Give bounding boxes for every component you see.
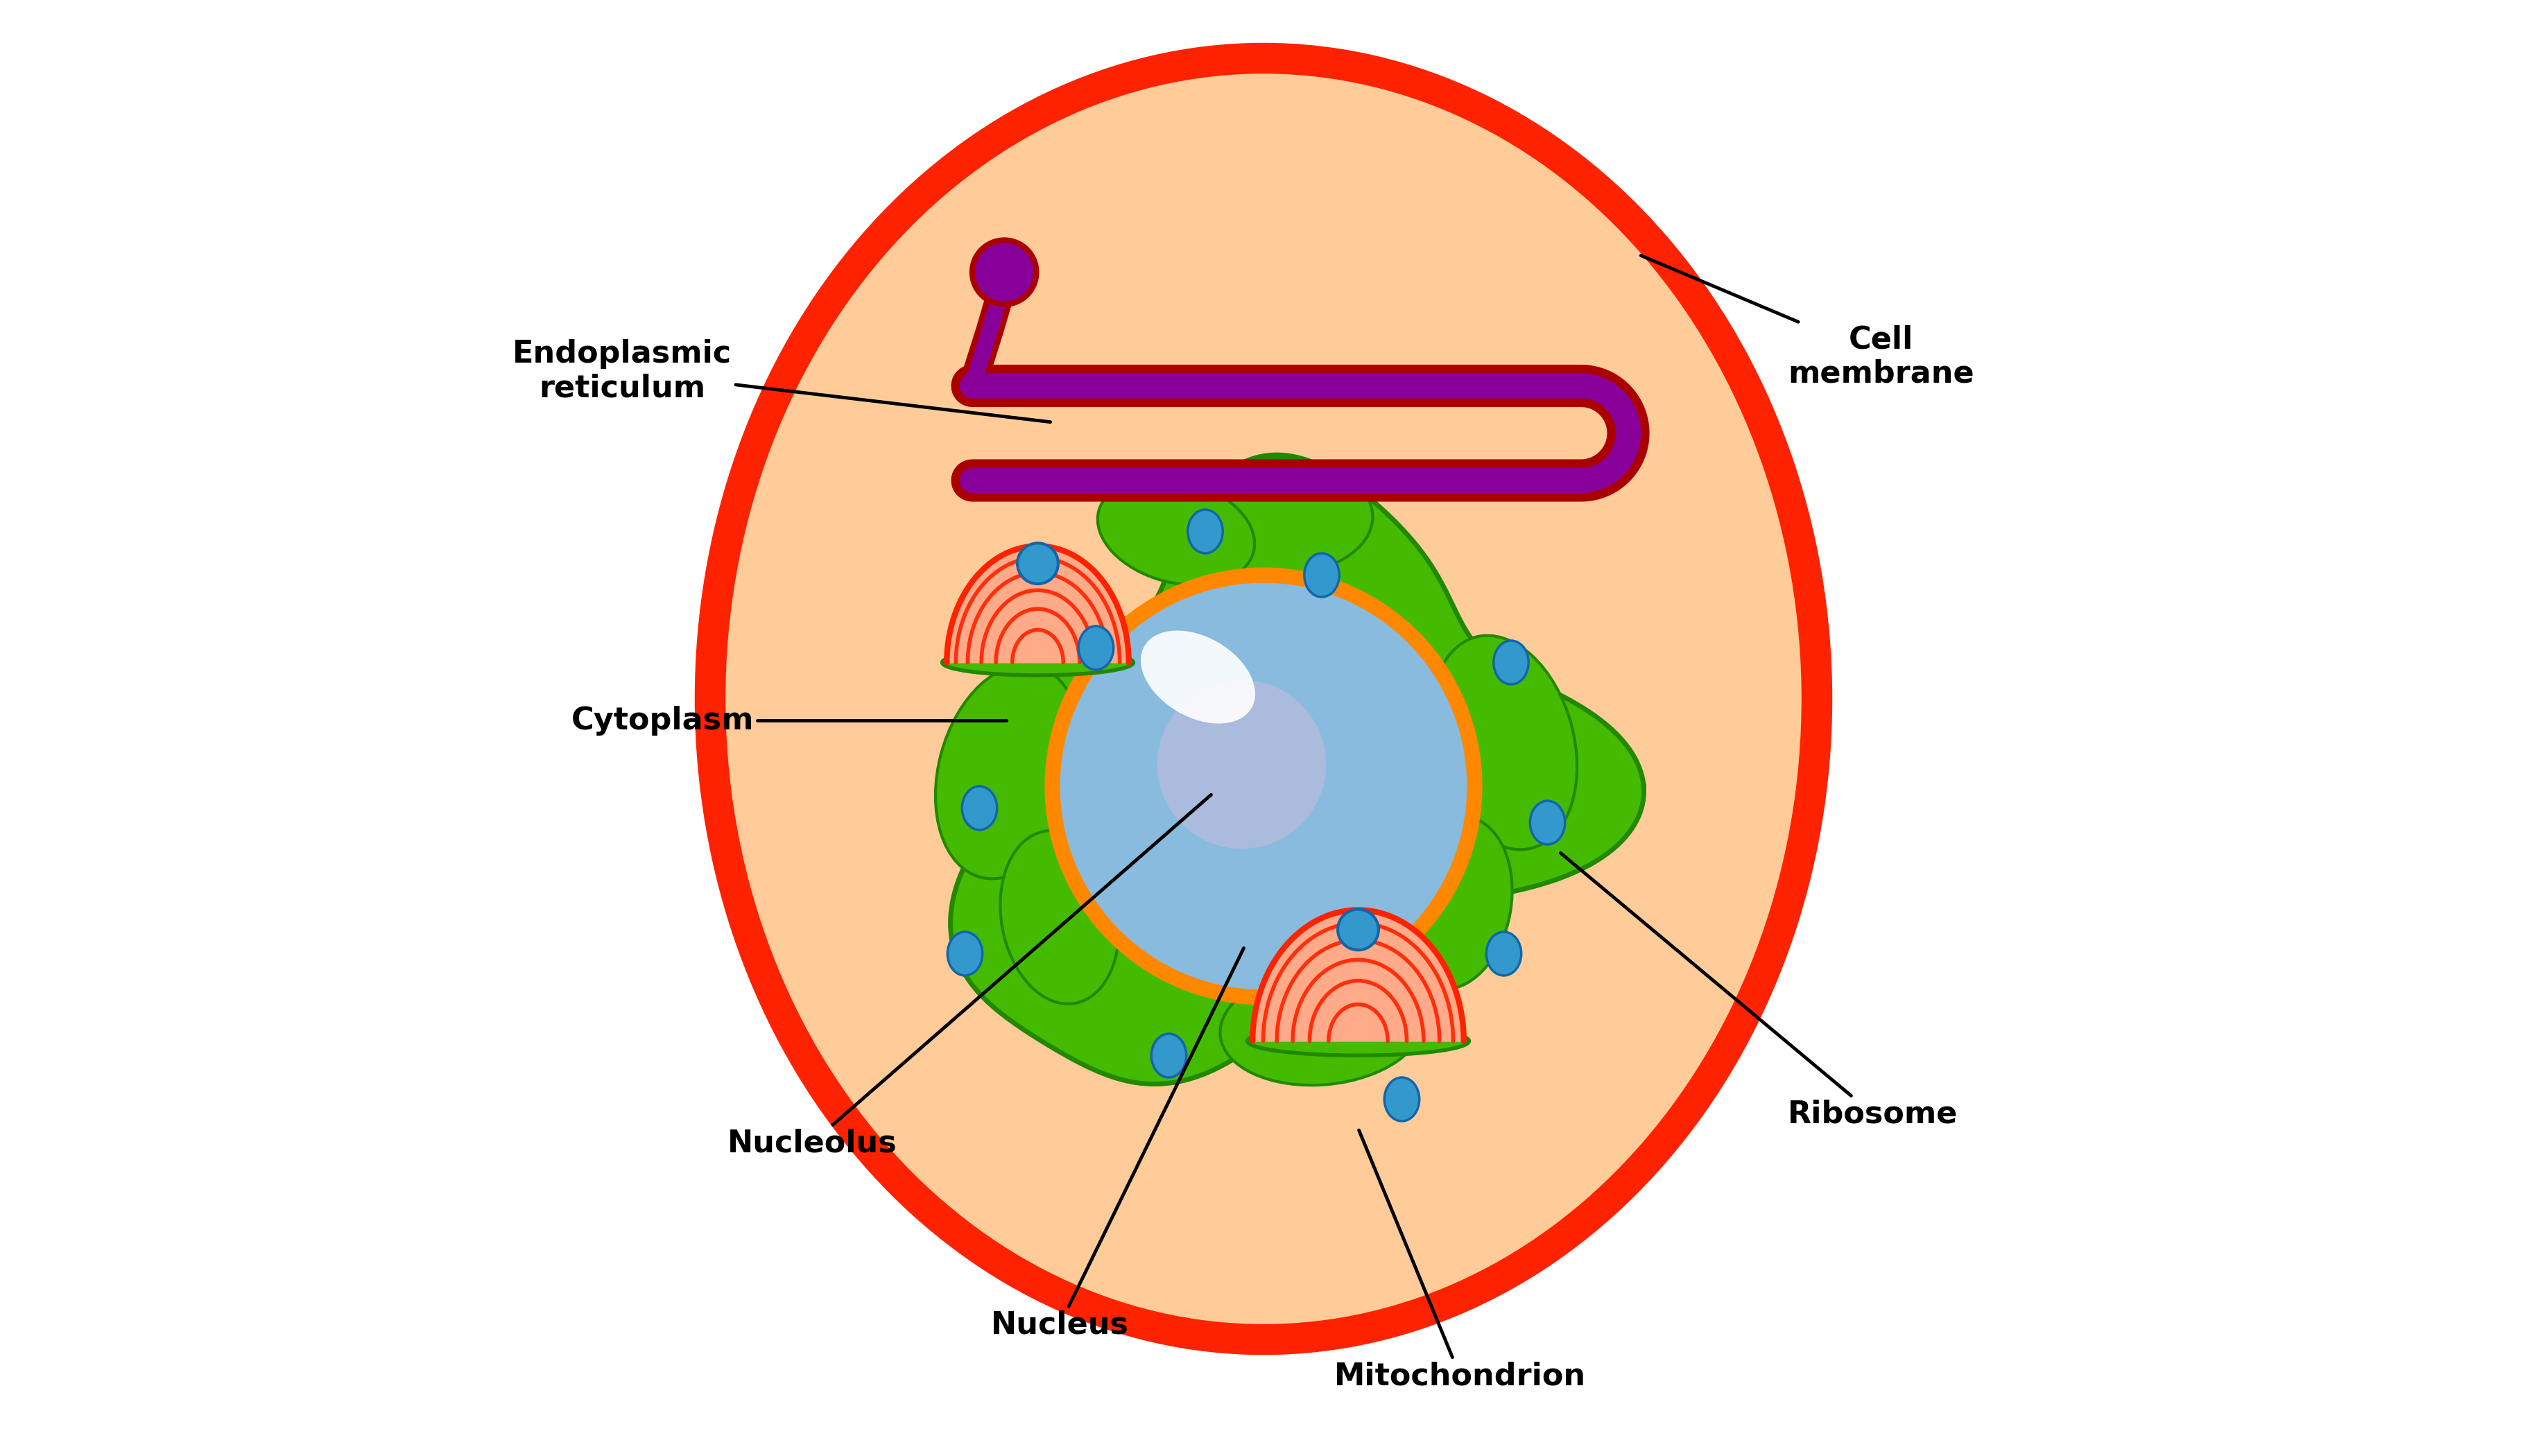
Ellipse shape	[1001, 831, 1119, 1003]
Ellipse shape	[1392, 817, 1511, 989]
Ellipse shape	[1188, 510, 1223, 553]
Ellipse shape	[963, 786, 998, 830]
Circle shape	[1051, 575, 1476, 997]
Text: Cell
membrane: Cell membrane	[1640, 256, 1974, 389]
Polygon shape	[1253, 910, 1463, 1041]
Circle shape	[1337, 909, 1380, 951]
Ellipse shape	[1493, 641, 1529, 684]
Circle shape	[973, 240, 1036, 304]
Ellipse shape	[1221, 968, 1423, 1085]
Text: Mitochondrion: Mitochondrion	[1334, 1130, 1587, 1390]
Text: Ribosome: Ribosome	[1562, 853, 1958, 1128]
Ellipse shape	[1152, 1034, 1185, 1077]
Ellipse shape	[1385, 1077, 1420, 1121]
Text: Cytoplasm: Cytoplasm	[571, 706, 1006, 735]
Circle shape	[1157, 680, 1327, 849]
Ellipse shape	[1529, 801, 1564, 844]
Ellipse shape	[1097, 478, 1253, 585]
Text: Nucleolus: Nucleolus	[728, 795, 1210, 1158]
Ellipse shape	[1304, 553, 1339, 597]
Ellipse shape	[1248, 1026, 1468, 1056]
Ellipse shape	[1430, 635, 1577, 850]
Ellipse shape	[1486, 932, 1521, 976]
Circle shape	[1018, 543, 1059, 584]
Polygon shape	[950, 454, 1645, 1085]
Ellipse shape	[1140, 630, 1256, 724]
Ellipse shape	[943, 649, 1132, 676]
Ellipse shape	[935, 664, 1082, 879]
Ellipse shape	[948, 932, 983, 976]
Text: Endoplasmic
reticulum: Endoplasmic reticulum	[513, 339, 1051, 422]
Text: Nucleus: Nucleus	[991, 948, 1243, 1340]
Ellipse shape	[710, 58, 1817, 1340]
Ellipse shape	[1079, 626, 1114, 670]
Ellipse shape	[1183, 459, 1372, 575]
Polygon shape	[948, 546, 1130, 662]
